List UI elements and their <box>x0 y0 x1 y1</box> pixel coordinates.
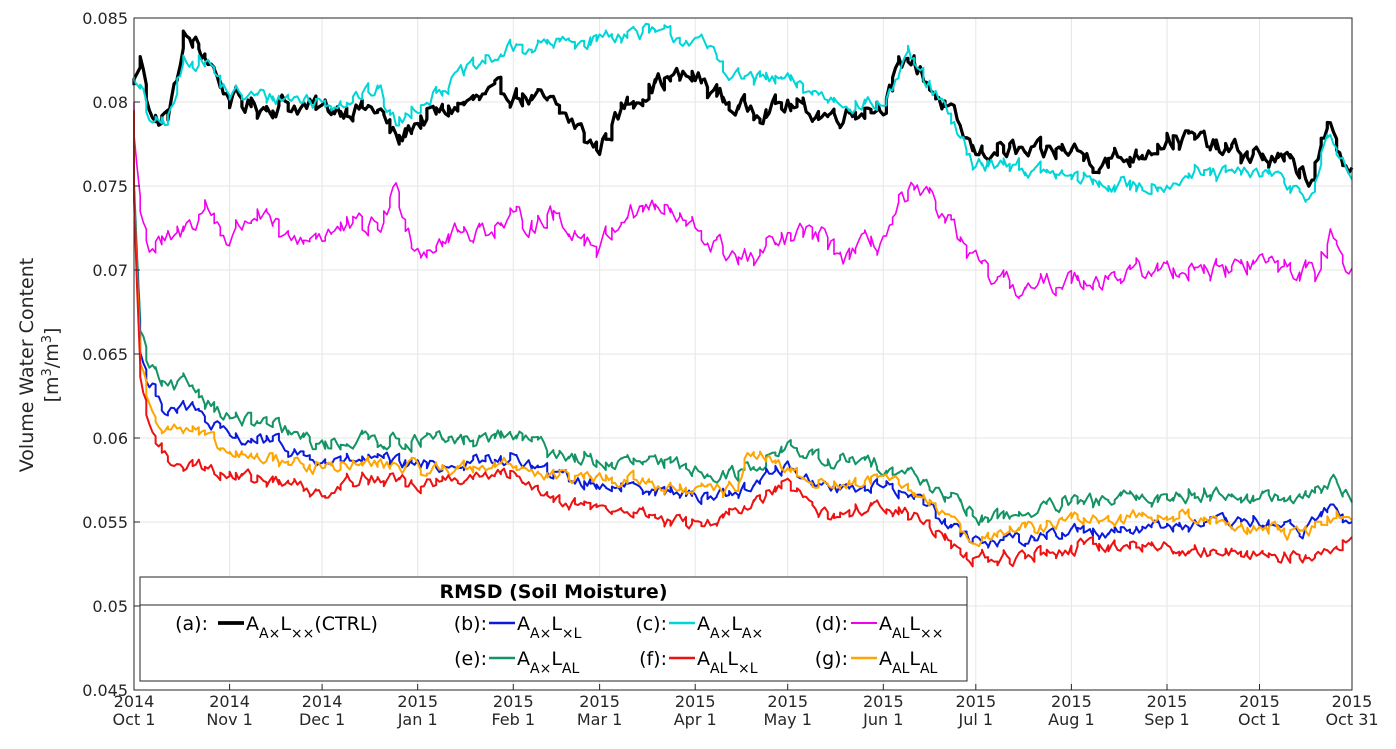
legend-title: RMSD (Soil Moisture) <box>440 581 668 603</box>
x-tick-label: Mar 1 <box>577 710 622 729</box>
legend-entry-label: AALL×L <box>697 648 758 677</box>
y-tick-label: 0.085 <box>82 9 128 28</box>
series-line-a <box>132 29 1354 188</box>
y-tick-label: 0.06 <box>92 429 128 448</box>
legend-entry-tag: (a): <box>175 613 208 635</box>
legend-entry-f: (f): AALL×L <box>639 648 758 677</box>
legend-box <box>139 576 968 682</box>
y-tick-label: 0.05 <box>92 597 128 616</box>
legend-entry-e: (e): AA×LAL <box>454 648 579 677</box>
y-axis-label: Volume Water Content <box>16 258 38 472</box>
x-tick-year: 2015 <box>493 692 534 711</box>
x-tick-label: May 1 <box>764 710 812 729</box>
legend-entry-label: AALL×× <box>879 613 943 642</box>
y-axis-ticks: 0.045 0.05 0.055 0.06 0.065 0.07 0.075 0.08 0.08… <box>82 9 140 700</box>
y-tick-label: 0.08 <box>92 93 128 112</box>
x-tick-year: 2014 <box>302 692 343 711</box>
series-line-d <box>133 102 1353 300</box>
legend-entries: (a): AA×L××(CTRL) (b): AA×L×L (c): AA×LA× (d):… <box>175 613 943 677</box>
y-tick-label: 0.055 <box>82 513 128 532</box>
y-tick-label: 0.075 <box>82 177 128 196</box>
y-tick-label: 0.045 <box>82 681 128 700</box>
x-tick-year: 2015 <box>1051 692 1092 711</box>
x-tick-label: Oct 31 <box>1325 710 1378 729</box>
x-tick-year: 2015 <box>1239 692 1280 711</box>
legend-entry-tag: (c): <box>635 613 667 635</box>
legend: RMSD (Soil Moisture) (a): AA×L××(CTRL) (b)… <box>139 576 968 682</box>
series-line-g <box>133 110 1353 548</box>
series-line-c <box>133 22 1353 203</box>
legend-entry-a: (a): AA×L××(CTRL) <box>175 613 378 642</box>
legend-entry-c: (c): AA×LA× <box>635 613 763 642</box>
x-tick-label: Aug 1 <box>1048 710 1095 729</box>
legend-entry-label: AALLAL <box>879 648 938 677</box>
legend-entry-label: AA×L×L <box>517 613 582 642</box>
x-tick-year: 2014 <box>114 692 155 711</box>
x-tick-year: 2015 <box>767 692 808 711</box>
x-tick-year: 2015 <box>955 692 996 711</box>
x-tick-year: 2015 <box>397 692 438 711</box>
y-tick-label: 0.07 <box>92 261 128 280</box>
x-tick-year: 2015 <box>863 692 904 711</box>
legend-entry-label: AA×LAL <box>517 648 579 677</box>
series-layer <box>132 22 1354 568</box>
legend-entry-g: (g): AALLAL <box>815 648 938 677</box>
x-tick-year: 2015 <box>579 692 620 711</box>
legend-entry-label: AA×LA× <box>697 613 763 642</box>
series-line-b <box>133 110 1353 549</box>
legend-entry-b: (b): AA×L×L <box>454 613 582 642</box>
series-line-e <box>133 110 1353 526</box>
x-tick-label: Oct 1 <box>113 710 156 729</box>
x-tick-label: Jun 1 <box>862 710 903 729</box>
x-tick-label: Sep 1 <box>1144 710 1189 729</box>
x-tick-year: 2015 <box>1332 692 1373 711</box>
x-tick-label: Oct 1 <box>1238 710 1281 729</box>
x-tick-label: Nov 1 <box>206 710 253 729</box>
legend-entry-tag: (e): <box>454 648 487 670</box>
legend-entry-label: AA×L××(CTRL) <box>246 613 378 642</box>
legend-entry-tag: (d): <box>815 613 848 635</box>
legend-entry-tag: (f): <box>639 648 667 670</box>
x-tick-label: Jan 1 <box>397 710 438 729</box>
legend-entry-tag: (b): <box>454 613 487 635</box>
series-line-f <box>133 110 1353 568</box>
x-tick-label: Jul 1 <box>958 710 994 729</box>
x-tick-year: 2015 <box>675 692 716 711</box>
legend-entry-tag: (g): <box>815 648 848 670</box>
x-tick-year: 2014 <box>209 692 250 711</box>
x-tick-label: Apr 1 <box>674 710 717 729</box>
x-tick-year: 2015 <box>1147 692 1188 711</box>
x-tick-label: Dec 1 <box>299 710 345 729</box>
legend-entry-d: (d): AALL×× <box>815 613 944 642</box>
y-tick-label: 0.065 <box>82 345 128 364</box>
x-tick-label: Feb 1 <box>491 710 535 729</box>
y-axis-units: [m3/m3] <box>40 328 64 403</box>
